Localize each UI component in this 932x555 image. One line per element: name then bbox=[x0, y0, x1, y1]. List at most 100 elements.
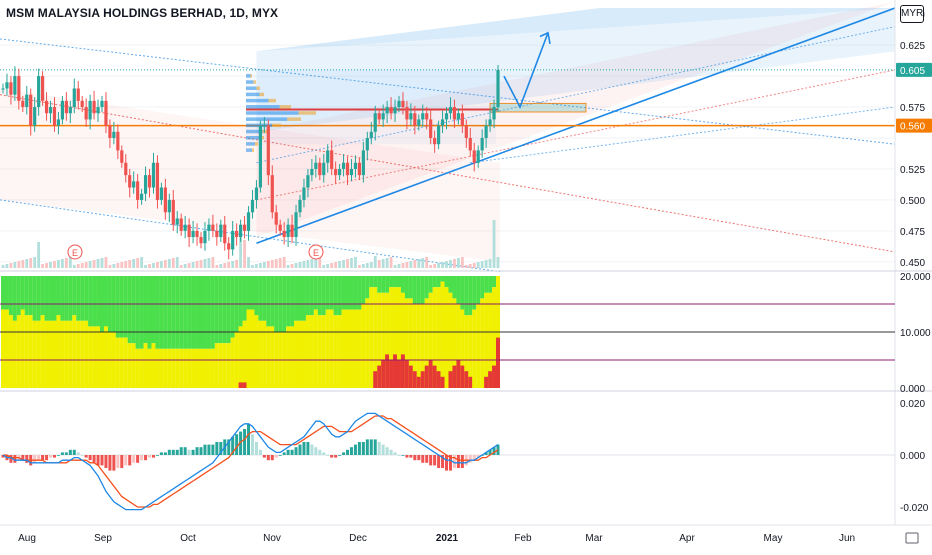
indicator-yellow-bar bbox=[230, 337, 235, 388]
candle-body bbox=[369, 131, 373, 138]
volume-bar bbox=[401, 263, 405, 268]
macd-hist-bar bbox=[151, 455, 155, 458]
macd-hist-bar bbox=[425, 455, 429, 463]
macd-hist-bar bbox=[421, 455, 425, 463]
volume-bar bbox=[231, 261, 235, 268]
candle-body bbox=[444, 113, 449, 120]
indicator-yellow-bar bbox=[40, 315, 45, 388]
candle-body bbox=[437, 125, 441, 145]
indicator-yellow-bar bbox=[76, 320, 81, 388]
macd-hist-bar bbox=[365, 439, 369, 455]
indicator-green-bar bbox=[492, 276, 497, 288]
indicator-green-bar bbox=[139, 276, 144, 349]
candle-body bbox=[80, 100, 84, 108]
indicator-green-bar bbox=[183, 276, 188, 349]
volume-bar bbox=[421, 258, 425, 268]
earnings-marker[interactable] bbox=[308, 244, 324, 260]
macd-hist-bar bbox=[441, 455, 445, 468]
macd-hist-bar bbox=[120, 455, 124, 468]
candle-body bbox=[147, 175, 152, 188]
time-tick-label: Feb bbox=[514, 533, 532, 544]
indicator-green-bar bbox=[151, 276, 156, 344]
volume-bar bbox=[449, 260, 452, 268]
candle-body bbox=[274, 212, 278, 225]
macd-line bbox=[2, 412, 499, 511]
uptrend-dotted-1 bbox=[256, 26, 896, 164]
currency-button[interactable]: MYR bbox=[900, 5, 924, 23]
indicator-yellow-bar bbox=[397, 287, 401, 388]
macd-hist-bar bbox=[302, 442, 306, 455]
downtrend-zone bbox=[0, 88, 500, 262]
candle-body bbox=[417, 119, 421, 126]
volume-bar bbox=[195, 261, 199, 268]
candle-body bbox=[393, 107, 397, 114]
volume-bar bbox=[25, 259, 29, 268]
volume-bar bbox=[397, 264, 401, 268]
profile-bar-ext bbox=[272, 123, 281, 128]
indicator-green-bar bbox=[159, 276, 164, 349]
macd-hist-bar bbox=[76, 452, 80, 455]
candle-body bbox=[484, 125, 488, 138]
candle-body bbox=[345, 162, 350, 176]
macd-hist-bar bbox=[338, 455, 342, 456]
earnings-marker[interactable] bbox=[67, 244, 83, 260]
indicator-yellow-bar bbox=[345, 309, 350, 388]
profile-bar-ext bbox=[268, 98, 276, 103]
indicator-green-bar bbox=[301, 276, 306, 321]
indicator-green-bar bbox=[309, 276, 314, 316]
indicator-yellow-bar bbox=[60, 320, 65, 388]
macd-hist-bar bbox=[437, 455, 441, 468]
indicator-tick-label: 10.000 bbox=[900, 328, 931, 339]
candle-body bbox=[155, 162, 160, 200]
macd-hist-bar bbox=[167, 449, 171, 455]
axis-settings-icon[interactable] bbox=[905, 532, 919, 544]
candle-body bbox=[425, 113, 429, 120]
volume-bar bbox=[294, 263, 298, 268]
macd-hist-bar bbox=[243, 429, 247, 455]
indicator-green-bar bbox=[24, 276, 29, 316]
volume-bar bbox=[104, 257, 108, 268]
time-tick-label: Oct bbox=[180, 533, 196, 544]
indicator-yellow-bar bbox=[195, 348, 200, 388]
indicator-green-bar bbox=[290, 276, 295, 327]
macd-hist-bar bbox=[357, 442, 361, 455]
indicator-green-bar bbox=[404, 276, 409, 299]
macd-hist-bar bbox=[385, 447, 389, 455]
candle-body bbox=[250, 199, 255, 213]
candle-body bbox=[373, 113, 377, 132]
indicator-yellow-bar bbox=[242, 320, 247, 388]
volume-bar bbox=[342, 260, 345, 268]
macd-hist-bar bbox=[219, 442, 223, 455]
indicator-green-bar bbox=[412, 276, 417, 304]
indicator-yellow-bar bbox=[270, 326, 275, 388]
volume-bar bbox=[429, 265, 433, 268]
indicator-yellow-bar bbox=[12, 320, 17, 388]
profile-bar-ext bbox=[255, 142, 258, 146]
indicator-yellow-bar bbox=[492, 287, 497, 388]
candle-body bbox=[365, 138, 369, 151]
indicator-green-bar bbox=[135, 276, 140, 349]
volume-bar bbox=[255, 264, 258, 268]
indicator-green-bar bbox=[440, 276, 445, 282]
candle-body bbox=[171, 199, 175, 225]
indicator-red-bar bbox=[448, 371, 453, 388]
target-box bbox=[489, 102, 587, 113]
indicator-yellow-bar bbox=[484, 292, 489, 388]
indicator-yellow-bar bbox=[36, 320, 41, 388]
indicator-green-bar bbox=[294, 276, 299, 321]
volume-bar bbox=[251, 265, 254, 268]
profile-bar bbox=[246, 105, 280, 109]
volume-bar bbox=[377, 260, 381, 268]
volume-bar bbox=[274, 259, 278, 268]
candle-body bbox=[112, 131, 116, 138]
volume-bar bbox=[152, 263, 155, 268]
indicator-green-bar bbox=[20, 276, 25, 310]
indicator-red-bar bbox=[373, 371, 378, 388]
macd-hist-bar bbox=[155, 455, 159, 456]
volume-bar bbox=[68, 257, 72, 268]
time-tick-label: 2021 bbox=[436, 533, 459, 544]
volume-bar bbox=[350, 258, 353, 268]
indicator-yellow-bar bbox=[88, 326, 93, 388]
